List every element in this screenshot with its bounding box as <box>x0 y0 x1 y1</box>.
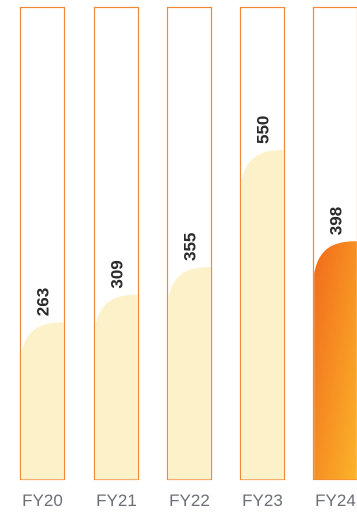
tick-label-fy22: FY22 <box>169 491 210 510</box>
bar-fy23 <box>241 150 284 480</box>
bar-fy24 <box>314 241 357 480</box>
tick-label-fy23: FY23 <box>242 491 283 510</box>
data-label-fy21: 309 <box>108 260 127 288</box>
data-label-fy22: 355 <box>181 233 200 261</box>
bar-fy20 <box>21 322 64 480</box>
tick-label-fy24: FY24 <box>315 491 356 510</box>
bar-fy21 <box>95 294 138 480</box>
data-label-fy24: 398 <box>327 207 346 235</box>
data-label-fy23: 550 <box>254 116 273 144</box>
tick-label-fy21: FY21 <box>96 491 137 510</box>
bar-fy22 <box>168 267 211 480</box>
data-label-fy20: 263 <box>34 288 53 316</box>
labels-layer: 263 FY20 309 FY21 355 FY22 550 FY23 398 FY24 <box>22 116 356 510</box>
tick-label-fy20: FY20 <box>22 491 63 510</box>
bars-layer <box>19 6 357 481</box>
